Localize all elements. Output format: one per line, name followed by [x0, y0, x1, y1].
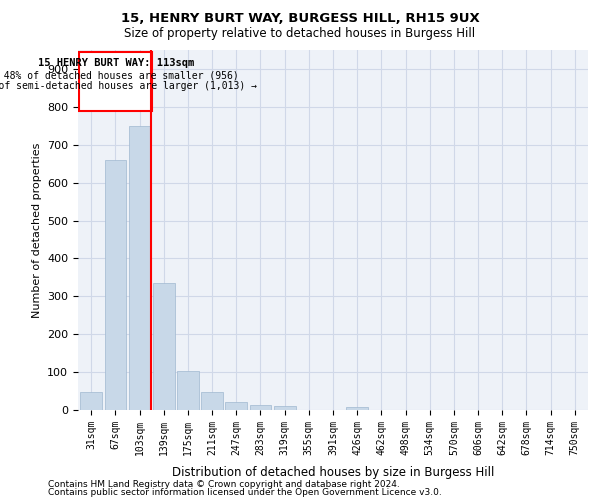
Text: Size of property relative to detached houses in Burgess Hill: Size of property relative to detached ho… — [124, 28, 476, 40]
Bar — [226, 402, 247, 410]
Bar — [201, 392, 223, 410]
Text: ← 48% of detached houses are smaller (956): ← 48% of detached houses are smaller (95… — [0, 71, 239, 81]
Bar — [153, 283, 175, 410]
Bar — [79, 52, 152, 110]
Bar — [177, 371, 199, 410]
Y-axis label: Number of detached properties: Number of detached properties — [32, 142, 41, 318]
X-axis label: Distribution of detached houses by size in Burgess Hill: Distribution of detached houses by size … — [172, 466, 494, 479]
Bar — [250, 405, 271, 410]
Bar — [104, 160, 127, 410]
Bar — [274, 406, 296, 410]
Text: Contains public sector information licensed under the Open Government Licence v3: Contains public sector information licen… — [48, 488, 442, 497]
Text: 51% of semi-detached houses are larger (1,013) →: 51% of semi-detached houses are larger (… — [0, 81, 257, 91]
Bar — [129, 126, 151, 410]
Bar — [346, 407, 368, 410]
Bar — [80, 392, 102, 410]
Text: 15 HENRY BURT WAY: 113sqm: 15 HENRY BURT WAY: 113sqm — [38, 58, 194, 68]
Text: 15, HENRY BURT WAY, BURGESS HILL, RH15 9UX: 15, HENRY BURT WAY, BURGESS HILL, RH15 9… — [121, 12, 479, 26]
Text: Contains HM Land Registry data © Crown copyright and database right 2024.: Contains HM Land Registry data © Crown c… — [48, 480, 400, 489]
